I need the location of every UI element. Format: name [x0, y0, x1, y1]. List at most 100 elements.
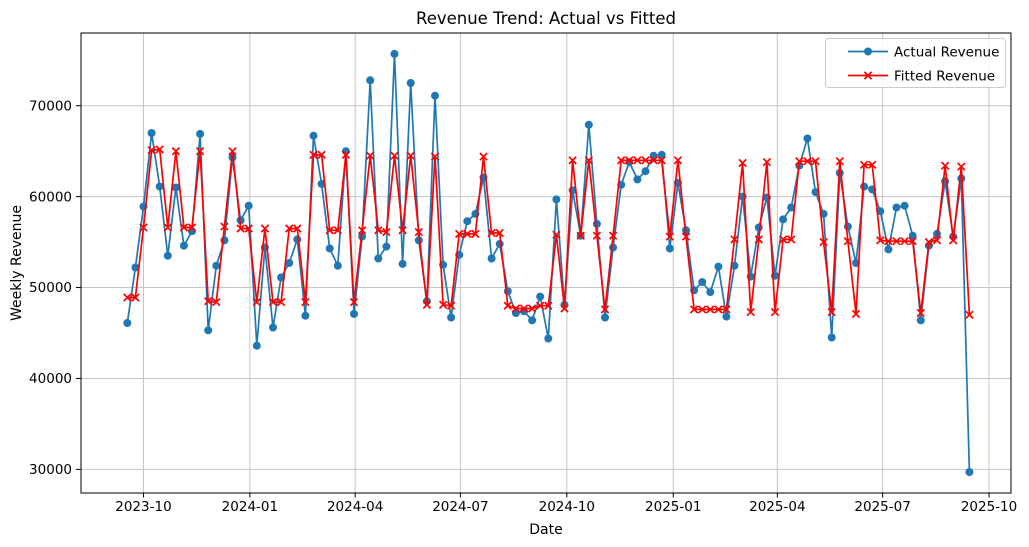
x-tick-label: 2025-07	[854, 499, 910, 515]
data-point-circle	[592, 219, 601, 228]
data-point-circle	[633, 175, 642, 184]
data-point-circle	[317, 179, 326, 188]
x-tick-label: 2025-10	[961, 499, 1017, 515]
chart-title: Revenue Trend: Actual vs Fitted	[416, 9, 676, 28]
data-point-circle	[414, 236, 423, 245]
data-point-circle	[601, 313, 609, 322]
data-point-circle	[293, 235, 302, 244]
data-point-circle	[236, 216, 245, 225]
actual-revenue-markers	[123, 49, 974, 477]
data-point-circle	[333, 261, 342, 270]
legend-x-marker-icon	[863, 71, 873, 80]
data-point-circle	[884, 245, 893, 254]
data-point-circle	[706, 288, 715, 297]
data-point-circle	[892, 203, 901, 212]
data-point-circle	[374, 254, 383, 263]
data-point-circle	[698, 278, 707, 287]
data-point-circle	[147, 129, 156, 137]
x-tick-label: 2024-04	[327, 499, 383, 515]
data-point-circle	[487, 254, 496, 263]
data-point-circle	[965, 468, 974, 477]
data-point-circle	[552, 195, 561, 204]
data-point-circle	[536, 292, 545, 301]
x-tick-label: 2024-01	[222, 499, 278, 515]
data-point-circle	[722, 312, 731, 321]
fitted-revenue-series	[123, 145, 974, 320]
axis-tick-labels: 2023-10 2024-01 2024-04 2024-07 2024-10 2025-…	[29, 98, 1017, 515]
data-point-circle	[803, 134, 812, 143]
data-point-circle	[406, 79, 415, 87]
data-point-circle	[350, 309, 358, 318]
data-point-circle	[665, 244, 674, 253]
data-point-circle	[325, 244, 334, 253]
data-point-circle	[131, 263, 140, 272]
data-point-circle	[196, 129, 205, 138]
legend-label: Actual Revenue	[894, 44, 999, 60]
y-tick-label: 30000	[29, 462, 72, 478]
data-point-circle	[390, 49, 399, 58]
data-point-circle	[463, 217, 472, 226]
y-axis-label: Weekly Revenue	[9, 205, 25, 321]
gridlines	[81, 33, 1011, 493]
data-point-circle	[657, 150, 666, 159]
y-tick-label: 50000	[29, 280, 72, 296]
data-point-circle	[754, 223, 763, 232]
data-point-circle	[811, 188, 820, 197]
data-point-circle	[309, 131, 318, 140]
fitted-revenue-markers	[123, 145, 974, 320]
x-axis-label: Date	[529, 522, 562, 538]
data-point-circle	[900, 201, 909, 210]
data-point-circle	[204, 326, 213, 335]
data-point-circle	[155, 182, 164, 191]
legend-label: Fitted Revenue	[894, 68, 995, 84]
data-point-circle	[528, 316, 537, 325]
y-tick-label: 40000	[29, 371, 72, 387]
data-point-circle	[220, 236, 229, 245]
data-point-circle	[171, 183, 180, 192]
data-point-circle	[269, 323, 277, 332]
axis-ticks	[76, 105, 990, 498]
x-tick-label: 2024-10	[539, 499, 595, 515]
data-point-circle	[163, 251, 172, 260]
legend: Actual Revenue Fitted Revenue	[825, 38, 1006, 88]
y-tick-label: 70000	[29, 98, 72, 114]
x-tick-label: 2025-01	[645, 499, 701, 515]
data-point-circle	[301, 311, 310, 320]
data-point-circle	[179, 241, 188, 250]
data-point-circle	[843, 222, 852, 231]
data-point-circle	[827, 333, 836, 342]
legend-item-actual: Actual Revenue	[848, 44, 999, 60]
data-point-circle	[495, 239, 504, 248]
data-point-circle	[916, 316, 925, 325]
x-tick-label: 2025-04	[749, 499, 805, 515]
data-point-circle	[447, 313, 456, 322]
legend-item-fitted: Fitted Revenue	[848, 68, 995, 84]
data-point-circle	[212, 261, 221, 270]
data-point-circle	[244, 201, 253, 210]
y-tick-label: 60000	[29, 189, 72, 205]
data-point-circle	[382, 242, 391, 251]
data-point-circle	[544, 334, 553, 343]
data-point-circle	[285, 259, 294, 267]
data-point-circle	[779, 215, 788, 224]
data-point-circle	[123, 319, 132, 327]
data-point-circle	[641, 167, 650, 176]
data-point-circle	[366, 76, 375, 85]
legend-circle-marker-icon	[864, 47, 872, 56]
data-point-circle	[908, 231, 917, 240]
data-point-circle	[252, 341, 261, 350]
actual-revenue-series	[123, 49, 974, 477]
data-point-circle	[503, 287, 512, 296]
x-tick-label: 2024-07	[432, 499, 488, 515]
data-point-circle	[609, 243, 618, 252]
actual-revenue-line	[126, 53, 971, 473]
data-point-circle	[431, 91, 439, 100]
data-point-circle	[787, 203, 796, 212]
data-point-circle	[714, 262, 723, 271]
data-point-circle	[398, 259, 407, 268]
data-point-circle	[876, 207, 885, 216]
plot-border	[80, 32, 1012, 494]
data-point-circle	[860, 182, 869, 191]
